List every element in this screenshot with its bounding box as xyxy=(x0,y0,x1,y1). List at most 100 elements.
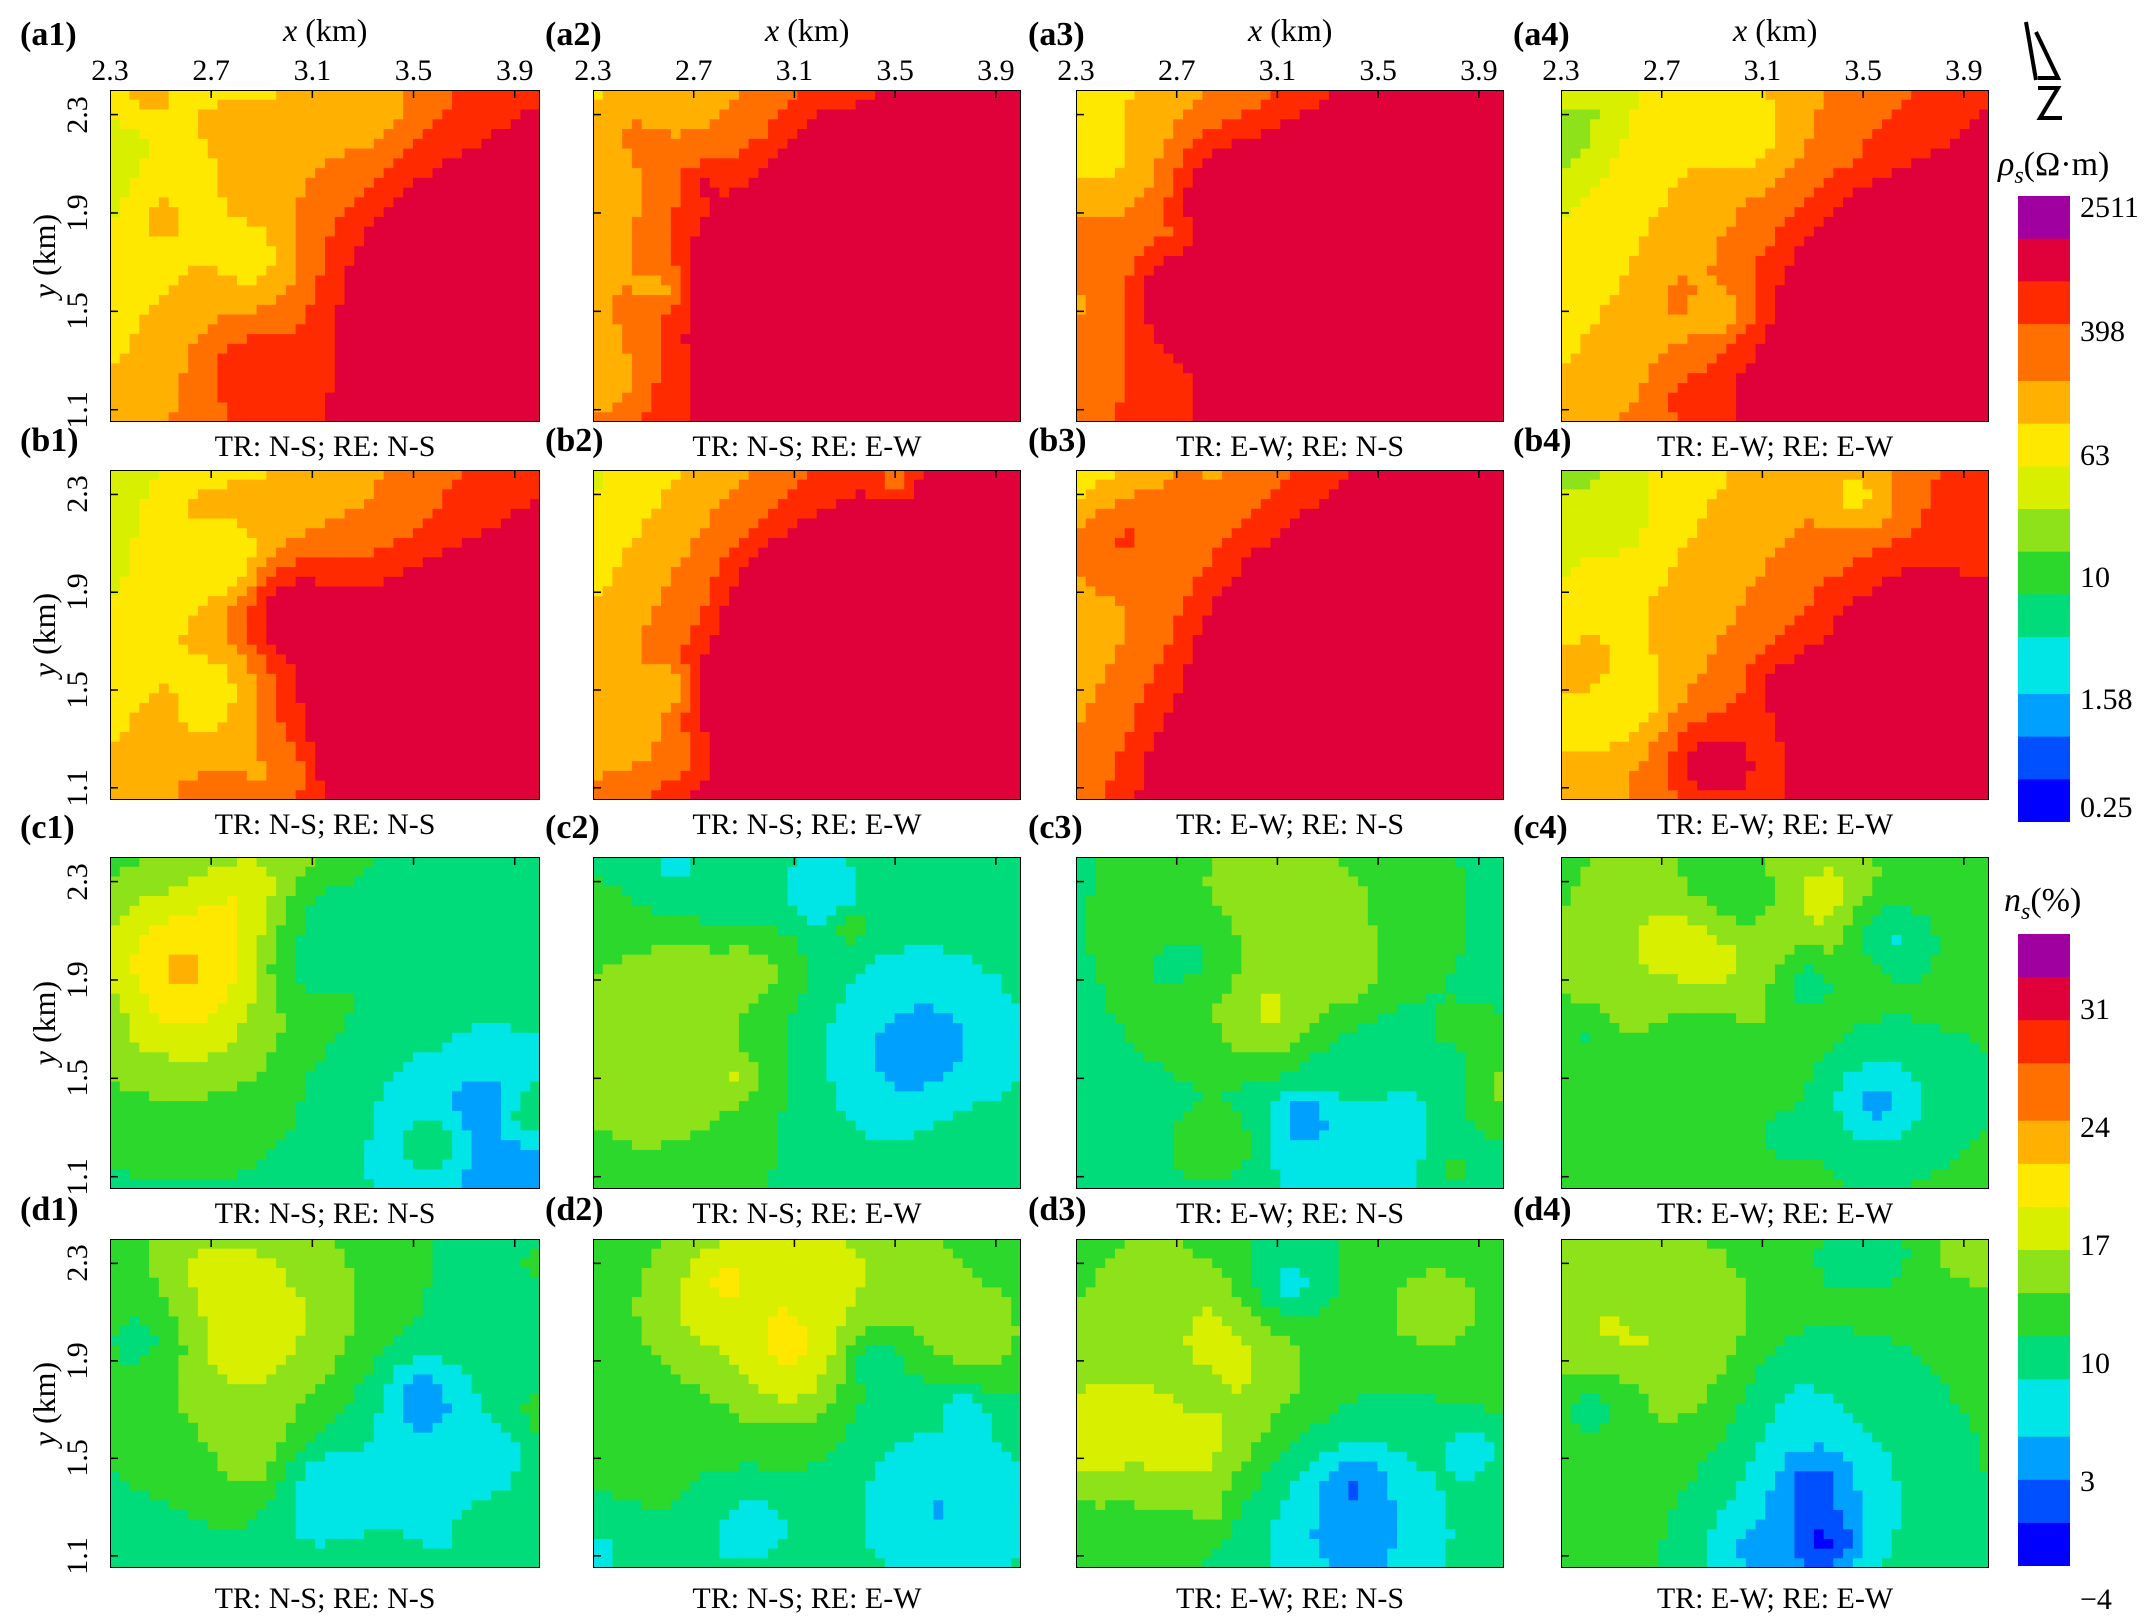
contour-cell xyxy=(1105,324,1116,335)
contour-cell xyxy=(1231,236,1242,247)
contour-cell xyxy=(1270,324,1281,335)
contour-cell xyxy=(393,412,404,422)
contour-cell xyxy=(1484,129,1495,140)
contour-cell xyxy=(1406,285,1418,296)
contour-cell xyxy=(1095,246,1106,257)
contour-cell xyxy=(256,304,267,316)
contour-cell xyxy=(768,343,779,355)
contour-cell xyxy=(1435,177,1447,189)
contour-cell xyxy=(758,256,769,267)
contour-cell xyxy=(1134,207,1145,218)
contour-cell xyxy=(1570,109,1582,120)
contour-cell xyxy=(354,285,365,296)
contour-cell xyxy=(491,304,502,316)
x-tick-label: 3.5 xyxy=(876,56,914,86)
contour-cell xyxy=(1163,148,1174,159)
contour-cell xyxy=(1484,334,1495,345)
contour-cell xyxy=(266,236,277,247)
contour-cell xyxy=(670,265,682,277)
contour-cell xyxy=(1804,90,1815,101)
contour-cell xyxy=(991,99,1003,111)
contour-cell xyxy=(875,90,886,101)
contour-cell xyxy=(1911,99,1922,111)
contour-cell xyxy=(285,246,297,257)
contour-cell xyxy=(777,246,789,257)
contour-cell xyxy=(1367,265,1379,277)
contour-cell xyxy=(729,187,740,199)
contour-cell xyxy=(729,207,740,218)
contour-cell xyxy=(1144,304,1155,316)
contour-cell xyxy=(972,187,983,199)
contour-cell xyxy=(471,138,482,150)
contour-cell xyxy=(1387,207,1398,218)
contour-cell xyxy=(1367,90,1379,101)
contour-cell xyxy=(1270,265,1281,277)
contour-cell xyxy=(481,304,492,316)
contour-cell xyxy=(227,382,238,394)
contour-cell xyxy=(1105,168,1116,179)
contour-cell xyxy=(158,177,170,189)
contour-cell xyxy=(344,216,355,228)
contour-cell xyxy=(661,275,672,286)
contour-cell xyxy=(952,246,964,257)
contour-cell xyxy=(1455,402,1466,413)
contour-cell xyxy=(1377,314,1388,325)
contour-cell xyxy=(1153,236,1165,247)
contour-cell xyxy=(1397,226,1408,238)
contour-cell xyxy=(1124,412,1135,422)
contour-cell xyxy=(1221,129,1233,140)
contour-cell xyxy=(188,402,199,413)
contour-cell xyxy=(952,314,964,325)
contour-cell xyxy=(1001,353,1012,365)
contour-cell xyxy=(158,236,170,247)
contour-cell xyxy=(991,148,1003,159)
contour-cell xyxy=(217,90,228,101)
contour-cell xyxy=(1465,353,1476,365)
contour-cell xyxy=(364,187,375,199)
contour-cell xyxy=(168,256,180,267)
contour-cell xyxy=(491,265,502,277)
contour-cell xyxy=(354,207,365,218)
contour-cell xyxy=(602,119,614,130)
contour-cell xyxy=(1416,236,1427,247)
contour-cell xyxy=(149,363,160,374)
contour-cell xyxy=(403,129,414,140)
contour-cell xyxy=(1001,109,1012,120)
contour-cell xyxy=(158,119,170,130)
contour-cell xyxy=(178,148,189,159)
contour-cell xyxy=(855,246,866,257)
contour-cell xyxy=(1221,138,1233,150)
contour-cell xyxy=(471,168,482,179)
contour-cell xyxy=(845,158,857,169)
contour-cell xyxy=(305,412,316,422)
contour-cell xyxy=(738,265,750,277)
contour-cell xyxy=(1377,373,1388,384)
contour-cell xyxy=(1105,119,1116,130)
contour-cell xyxy=(631,119,643,130)
contour-cell xyxy=(1638,99,1650,111)
contour-cell xyxy=(1377,99,1388,111)
contour-cell xyxy=(816,216,828,228)
contour-cell xyxy=(315,158,326,169)
contour-cell xyxy=(1969,99,1980,111)
contour-cell xyxy=(1280,236,1291,247)
contour-cell xyxy=(412,324,424,335)
contour-cell xyxy=(1241,353,1252,365)
contour-cell xyxy=(680,392,691,404)
contour-cell xyxy=(364,197,375,208)
contour-cell xyxy=(1348,158,1359,169)
contour-cell xyxy=(197,207,209,218)
contour-cell xyxy=(500,304,512,316)
contour-cell xyxy=(1309,207,1320,218)
contour-cell xyxy=(729,334,740,345)
contour-cell xyxy=(1319,275,1330,286)
contour-cell xyxy=(709,304,721,316)
contour-cell xyxy=(962,119,973,130)
contour-cell xyxy=(256,197,267,208)
contour-cell xyxy=(1445,187,1456,199)
contour-cell xyxy=(661,304,672,316)
contour-cell xyxy=(295,207,307,218)
contour-cell xyxy=(227,119,238,130)
contour-cell xyxy=(622,216,633,228)
contour-cell xyxy=(1455,216,1466,228)
